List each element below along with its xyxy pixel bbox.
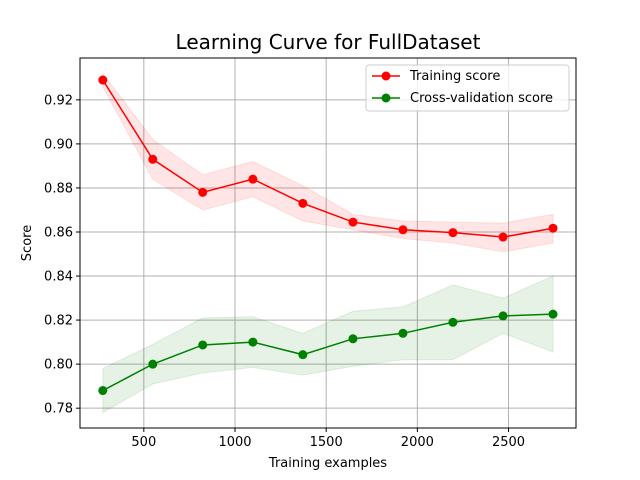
legend-marker-training — [381, 71, 391, 81]
training-score-point — [548, 223, 558, 233]
series-lines — [102, 79, 554, 392]
y-tick-label: 0.78 — [44, 402, 73, 417]
x-tick-label: 2500 — [492, 435, 525, 450]
x-tick-label: 1500 — [310, 435, 343, 450]
plot-area-frame — [79, 57, 577, 429]
legend-label-training: Training score — [409, 69, 500, 84]
cross-validation-score-point — [498, 311, 508, 321]
x-tick-label: 1000 — [218, 435, 251, 450]
cross-validation-score-band — [102, 275, 554, 414]
y-tick-label: 0.90 — [44, 137, 73, 152]
x-axis-label: Training examples — [268, 456, 387, 471]
training-score-point — [348, 217, 358, 227]
cross-validation-score-point — [148, 359, 158, 369]
y-axis-label: Score — [20, 225, 35, 261]
legend-box — [365, 64, 570, 112]
y-tick-label: 0.92 — [44, 93, 73, 108]
training-score-point — [148, 154, 158, 164]
training-score-point — [98, 75, 108, 85]
training-score-point — [298, 198, 308, 208]
x-axis-ticks: 500 1000 1500 2000 2500 — [131, 428, 525, 450]
legend: Training score Cross-validation score — [365, 64, 570, 112]
cross-validation-score-point — [448, 317, 458, 327]
cross-validation-score-point — [298, 350, 308, 360]
legend-marker-cross-validation — [381, 93, 391, 103]
x-tick-label: 500 — [131, 435, 156, 450]
training-score-line — [102, 79, 554, 238]
cross-validation-score-point — [398, 328, 408, 338]
cross-validation-score-point — [548, 309, 558, 319]
y-tick-label: 0.88 — [44, 181, 73, 196]
series-markers — [98, 75, 558, 396]
y-tick-label: 0.86 — [44, 225, 73, 240]
cross-validation-score-point — [198, 340, 208, 350]
cross-validation-score-point — [348, 334, 358, 344]
y-axis-ticks: 0.78 0.80 0.82 0.84 0.86 0.88 0.90 0.92 — [44, 93, 80, 417]
training-score-point — [398, 225, 408, 235]
confidence-bands — [102, 71, 554, 414]
cross-validation-score-point — [248, 337, 258, 347]
training-score-band — [102, 71, 554, 253]
x-tick-label: 2000 — [401, 435, 434, 450]
training-score-point — [248, 174, 258, 184]
cross-validation-score-point — [98, 386, 108, 396]
training-score-point — [198, 187, 208, 197]
training-score-point — [448, 228, 458, 238]
grid-lines — [80, 58, 576, 428]
y-tick-label: 0.80 — [44, 358, 73, 373]
cross-validation-score-line — [102, 313, 554, 392]
legend-label-cross-validation: Cross-validation score — [410, 91, 553, 106]
training-score-point — [498, 232, 508, 242]
y-tick-label: 0.84 — [44, 270, 73, 285]
chart-title: Learning Curve for FullDataset — [176, 30, 481, 54]
y-tick-label: 0.82 — [44, 314, 73, 329]
